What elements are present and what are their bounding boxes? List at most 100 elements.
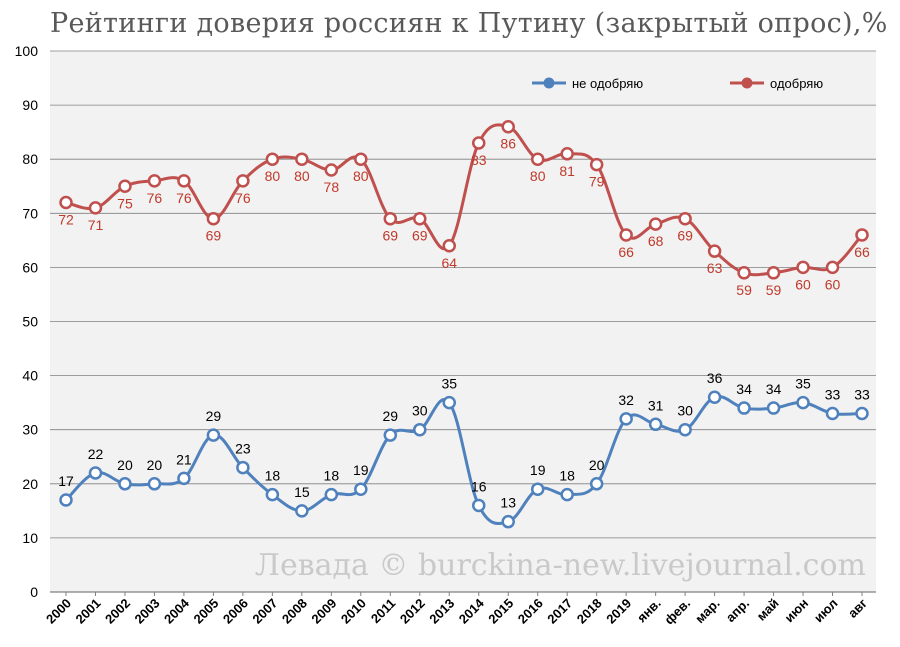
data-label-approve: 64 xyxy=(441,255,457,271)
y-tick-label: 30 xyxy=(22,422,38,438)
data-point-disapprove xyxy=(147,477,162,491)
data-label-approve: 68 xyxy=(648,233,664,249)
series-lines xyxy=(59,119,869,529)
data-label-approve: 69 xyxy=(412,228,428,244)
data-point-disapprove xyxy=(471,498,486,513)
data-label-approve: 81 xyxy=(559,163,575,179)
data-point-disapprove xyxy=(118,477,132,491)
x-tick-label: 2012 xyxy=(397,596,428,627)
data-point-approve xyxy=(737,266,751,280)
data-label-disapprove: 20 xyxy=(117,457,133,473)
x-tick-label: 2006 xyxy=(220,596,251,627)
data-label-approve: 60 xyxy=(825,276,841,292)
data-label-approve: 80 xyxy=(294,168,310,184)
x-tick-label: 2007 xyxy=(249,596,280,627)
data-point-disapprove xyxy=(530,482,545,496)
data-label-approve: 60 xyxy=(795,276,811,292)
y-axis-ticks: 0 10 20 30 40 50 60 70 80 90 100 xyxy=(15,43,39,600)
data-label-disapprove: 31 xyxy=(648,397,664,413)
data-point-approve xyxy=(206,211,221,226)
data-point-approve xyxy=(413,211,427,226)
x-tick-label: 2018 xyxy=(574,596,605,627)
data-point-approve xyxy=(796,260,810,275)
data-label-disapprove: 22 xyxy=(88,446,104,462)
data-point-disapprove xyxy=(501,514,515,529)
data-label-approve: 63 xyxy=(707,260,723,276)
data-point-approve xyxy=(530,152,545,166)
data-point-disapprove xyxy=(265,487,280,502)
data-label-disapprove: 17 xyxy=(58,473,74,489)
data-label-approve: 69 xyxy=(383,228,399,244)
data-label-disapprove: 34 xyxy=(766,381,782,397)
legend-marker xyxy=(543,77,555,89)
data-point-disapprove xyxy=(855,406,869,421)
x-tick-label: 2011 xyxy=(368,596,399,627)
y-tick-label: 0 xyxy=(30,584,38,600)
data-label-approve: 66 xyxy=(854,244,870,260)
data-point-disapprove xyxy=(295,504,309,518)
data-point-approve xyxy=(619,228,633,242)
x-tick-label: авг xyxy=(845,595,871,621)
data-label-approve: 76 xyxy=(235,190,251,206)
data-label-disapprove: 13 xyxy=(500,495,516,511)
x-tick-label: 2008 xyxy=(279,596,310,627)
data-point-disapprove xyxy=(206,428,221,442)
data-label-disapprove: 20 xyxy=(147,457,163,473)
data-label-disapprove: 33 xyxy=(854,386,870,402)
data-label-approve: 75 xyxy=(117,195,133,211)
x-tick-label: 2002 xyxy=(102,596,133,627)
data-point-approve xyxy=(471,136,486,150)
x-tick-label: 2010 xyxy=(338,596,369,627)
data-point-disapprove xyxy=(324,487,339,502)
data-point-disapprove xyxy=(619,412,633,426)
x-tick-label: июн xyxy=(781,596,811,626)
data-label-disapprove: 36 xyxy=(707,370,723,386)
y-tick-label: 70 xyxy=(22,205,38,221)
x-tick-label: 2001 xyxy=(73,596,104,627)
data-point-disapprove xyxy=(413,422,427,437)
legend-label-disapprove: не одобряю xyxy=(572,76,643,91)
data-label-disapprove: 29 xyxy=(383,408,399,424)
data-label-approve: 69 xyxy=(206,228,222,244)
y-tick-label: 40 xyxy=(22,368,38,384)
data-label-approve: 72 xyxy=(58,211,74,227)
data-label-disapprove: 32 xyxy=(618,392,634,408)
x-tick-label: 2016 xyxy=(515,596,546,627)
x-tick-label: 2000 xyxy=(43,596,74,627)
y-tick-label: 20 xyxy=(22,476,38,492)
data-point-approve xyxy=(88,201,103,215)
data-point-disapprove xyxy=(648,417,663,432)
data-point-approve xyxy=(648,217,663,231)
data-point-disapprove xyxy=(707,390,722,404)
data-point-approve xyxy=(501,119,515,134)
data-point-approve xyxy=(354,152,368,166)
data-point-approve xyxy=(678,211,692,226)
data-point-approve xyxy=(825,260,840,275)
x-tick-label: янв. xyxy=(634,596,664,626)
data-label-disapprove: 18 xyxy=(559,468,575,484)
data-label-disapprove: 29 xyxy=(206,408,222,424)
series-line-disapprove xyxy=(64,395,863,525)
data-point-disapprove xyxy=(354,482,368,496)
x-tick-label: мар. xyxy=(692,596,723,627)
data-point-approve xyxy=(442,239,457,253)
data-label-approve: 79 xyxy=(589,174,605,190)
data-label-disapprove: 19 xyxy=(353,462,369,478)
data-point-approve xyxy=(383,211,398,226)
data-point-disapprove xyxy=(177,471,191,486)
x-tick-label: 2004 xyxy=(161,595,193,627)
data-label-approve: 80 xyxy=(353,168,369,184)
data-point-approve xyxy=(265,152,280,166)
data-point-disapprove xyxy=(766,401,781,415)
watermark: Левада © burckina-new.livejournal.com xyxy=(255,548,866,583)
data-label-approve: 80 xyxy=(530,168,546,184)
data-label-approve: 66 xyxy=(618,244,634,260)
data-point-disapprove xyxy=(678,422,692,437)
y-tick-label: 90 xyxy=(22,97,38,113)
data-point-approve xyxy=(707,244,722,258)
data-point-disapprove xyxy=(796,395,810,410)
data-label-approve: 69 xyxy=(677,228,693,244)
data-point-approve xyxy=(59,195,73,210)
data-label-disapprove: 33 xyxy=(825,386,841,402)
